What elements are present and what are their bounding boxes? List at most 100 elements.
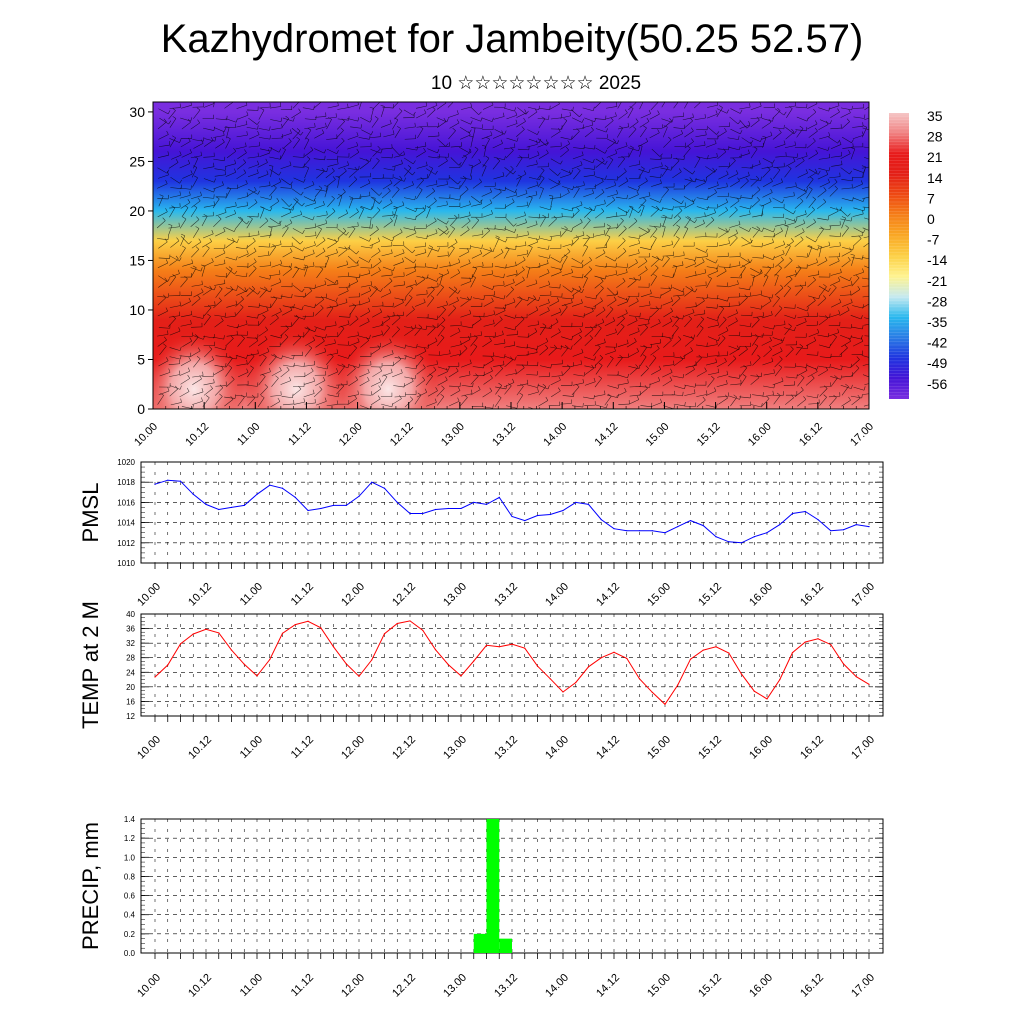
wind-barb-flag bbox=[280, 117, 283, 122]
wind-barb-flag bbox=[873, 399, 874, 403]
wind-barb bbox=[841, 121, 850, 130]
wind-barb bbox=[829, 206, 841, 211]
wind-barb-flag bbox=[289, 376, 292, 381]
wind-barb bbox=[381, 342, 392, 348]
data-point bbox=[460, 675, 462, 677]
wind-barb bbox=[638, 317, 650, 321]
wind-barb bbox=[370, 381, 382, 387]
wind-barb bbox=[850, 315, 862, 320]
wind-barb bbox=[539, 310, 550, 316]
wind-barb bbox=[819, 135, 830, 140]
wind-barb bbox=[795, 346, 803, 356]
wind-barb-flag bbox=[490, 367, 493, 372]
wind-barb-flag bbox=[652, 355, 657, 358]
wind-barb-flag bbox=[277, 397, 281, 402]
wind-barb bbox=[372, 305, 384, 307]
wind-barb-flag bbox=[235, 300, 238, 305]
wind-barb-flag bbox=[656, 345, 660, 349]
wind-barb bbox=[246, 190, 257, 197]
wind-barb bbox=[841, 399, 851, 407]
wind-barb bbox=[628, 315, 640, 318]
wind-barb bbox=[212, 336, 224, 340]
wind-barb bbox=[762, 255, 774, 260]
wind-barb-flag bbox=[332, 176, 336, 180]
wind-barb bbox=[260, 196, 271, 200]
wind-barb bbox=[526, 364, 538, 367]
data-point bbox=[345, 504, 347, 507]
wind-barb bbox=[584, 129, 594, 138]
wind-barb bbox=[259, 386, 268, 396]
wind-barb-flag bbox=[860, 180, 863, 185]
wind-barb bbox=[338, 164, 349, 169]
wind-barb bbox=[607, 193, 618, 198]
data-point bbox=[269, 484, 271, 486]
wind-barb bbox=[292, 228, 303, 234]
wind-barb bbox=[808, 332, 820, 338]
wind-barb bbox=[203, 335, 215, 339]
wind-barb bbox=[169, 385, 181, 390]
data-point bbox=[167, 664, 169, 666]
xtick-label: 13.00 bbox=[441, 734, 469, 762]
wind-barb-flag bbox=[186, 387, 190, 392]
wind-barb bbox=[304, 266, 309, 277]
wind-barb bbox=[560, 174, 571, 179]
wind-barb-flag bbox=[440, 393, 445, 397]
wind-barb bbox=[226, 151, 237, 159]
wind-barb bbox=[828, 211, 839, 217]
wind-barb-flag bbox=[614, 257, 618, 262]
wind-barb bbox=[271, 263, 282, 268]
wind-barb-flag bbox=[525, 189, 528, 194]
wind-barb-flag bbox=[848, 149, 851, 154]
wind-barb bbox=[472, 297, 484, 301]
wind-barb-flag bbox=[634, 337, 637, 342]
wind-barb bbox=[794, 285, 806, 287]
data-point bbox=[575, 501, 577, 503]
wind-barb-flag bbox=[379, 308, 383, 313]
wind-barb bbox=[157, 154, 169, 158]
data-point bbox=[511, 643, 513, 645]
xtick-label: 13.00 bbox=[441, 972, 469, 1000]
wind-barb bbox=[325, 116, 337, 119]
heatmap-xtick-label: 13.00 bbox=[439, 421, 467, 449]
wind-barb-flag bbox=[787, 285, 791, 289]
wind-barb-flag bbox=[443, 118, 447, 122]
wind-barb bbox=[168, 110, 176, 120]
wind-barb bbox=[237, 152, 247, 160]
wind-barb bbox=[559, 192, 570, 199]
wind-barb-flag bbox=[638, 146, 641, 151]
wind-barb bbox=[685, 274, 697, 279]
wind-barb bbox=[784, 226, 789, 238]
wind-barb bbox=[405, 232, 417, 238]
wind-barb bbox=[470, 389, 481, 396]
wind-barb-flag bbox=[536, 345, 539, 350]
wind-barb bbox=[818, 365, 830, 369]
wind-barb-flag bbox=[790, 394, 794, 398]
wind-barb-flag bbox=[778, 129, 782, 133]
wind-barb-flag bbox=[855, 365, 860, 369]
wind-barb bbox=[393, 178, 403, 187]
wind-barb-flag bbox=[738, 220, 741, 225]
wind-barb bbox=[392, 102, 400, 109]
wind-barb-flag bbox=[491, 297, 494, 302]
data-point bbox=[626, 530, 628, 532]
wind-barb bbox=[805, 377, 815, 386]
wind-barb-flag bbox=[175, 385, 179, 390]
wind-barb bbox=[784, 145, 796, 149]
wind-barb bbox=[616, 266, 628, 268]
wind-barb bbox=[673, 127, 685, 129]
wind-barb-flag bbox=[575, 235, 580, 239]
wind-barb bbox=[190, 195, 202, 200]
wind-barb bbox=[169, 258, 179, 266]
wind-barb bbox=[651, 369, 662, 375]
wind-barb bbox=[840, 327, 852, 329]
wind-barb-flag bbox=[482, 262, 484, 267]
wind-barb bbox=[236, 363, 248, 366]
heatmap-ytick-label: 0 bbox=[137, 401, 145, 417]
wind-barb bbox=[181, 122, 191, 130]
wind-barb-flag bbox=[672, 334, 674, 339]
wind-barb bbox=[796, 116, 808, 122]
wind-barb bbox=[503, 345, 515, 348]
wind-barb-flag bbox=[704, 367, 707, 372]
wind-barb bbox=[280, 149, 286, 160]
wind-barb-flag bbox=[257, 125, 259, 130]
